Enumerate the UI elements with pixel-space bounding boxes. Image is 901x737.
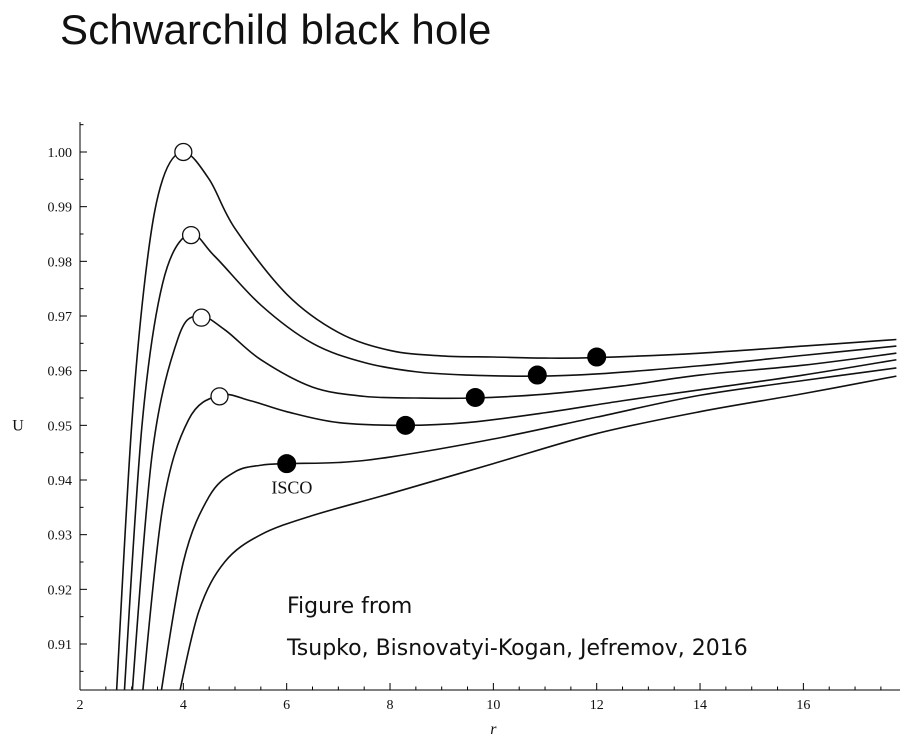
series-line-3 <box>131 315 897 690</box>
x-tick-label: 16 <box>796 698 810 713</box>
y-tick-label: 1.00 <box>48 146 73 161</box>
maximum-marker <box>192 308 211 327</box>
y-axis-label: U <box>12 417 24 434</box>
slide-title: Schwarchild black hole <box>60 6 492 53</box>
minimum-marker <box>527 365 547 385</box>
minimum-marker <box>396 415 416 435</box>
y-tick-label: 0.96 <box>48 365 73 380</box>
minimum-marker <box>465 387 485 407</box>
maximum-marker <box>210 387 229 406</box>
series-line-1 <box>115 151 897 690</box>
maximum-marker <box>174 142 193 162</box>
x-tick-label: 8 <box>387 698 394 713</box>
y-tick-label: 0.91 <box>48 638 73 653</box>
x-tick-label: 6 <box>283 698 290 713</box>
x-tick-label: 4 <box>180 698 187 713</box>
maximum-marker <box>181 225 201 245</box>
isco-label: ISCO <box>271 478 312 498</box>
credit-line-1: Figure from <box>287 594 412 619</box>
series-line-5 <box>160 367 897 690</box>
x-tick-label: 12 <box>590 698 604 713</box>
x-tick-label: 2 <box>77 698 84 713</box>
y-tick-label: 0.98 <box>48 255 73 270</box>
x-tick-label: 14 <box>693 698 707 713</box>
x-tick-label: 10 <box>486 698 500 713</box>
series-line-4 <box>142 358 897 690</box>
series-line-6 <box>179 375 897 690</box>
x-axis-label: r <box>490 721 497 737</box>
y-tick-label: 0.92 <box>48 583 73 598</box>
y-tick-label: 0.95 <box>48 419 73 434</box>
minimum-marker <box>277 454 297 474</box>
credit-line-2: Tsupko, Bisnovatyi-Kogan, Jefremov, 2016 <box>286 636 748 661</box>
minimum-marker <box>587 347 607 367</box>
y-tick-label: 0.94 <box>48 474 73 489</box>
series-line-2 <box>123 232 897 690</box>
y-tick-label: 0.99 <box>48 201 73 216</box>
y-tick-label: 0.97 <box>48 310 73 325</box>
y-tick-label: 0.93 <box>48 529 73 544</box>
